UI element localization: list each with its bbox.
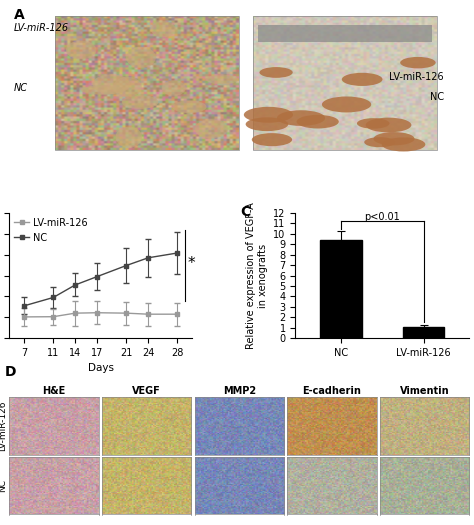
- Circle shape: [244, 107, 293, 123]
- Ellipse shape: [116, 127, 142, 148]
- Bar: [55, 16, 239, 150]
- Ellipse shape: [113, 77, 142, 97]
- Text: A: A: [14, 8, 25, 22]
- Ellipse shape: [206, 75, 238, 85]
- Bar: [258, 25, 432, 43]
- Bar: [253, 16, 437, 150]
- Ellipse shape: [162, 80, 186, 96]
- Circle shape: [246, 117, 288, 131]
- Text: LV-miR-126: LV-miR-126: [14, 23, 69, 33]
- Title: MMP2: MMP2: [223, 386, 256, 396]
- Text: NC: NC: [430, 91, 444, 101]
- Bar: [320, 240, 362, 338]
- Ellipse shape: [66, 40, 96, 59]
- Ellipse shape: [122, 95, 158, 109]
- Circle shape: [364, 137, 395, 147]
- Circle shape: [374, 132, 415, 145]
- Title: H&E: H&E: [42, 386, 66, 396]
- Y-axis label: LV-miR-126: LV-miR-126: [0, 401, 7, 451]
- Circle shape: [322, 97, 371, 112]
- X-axis label: Days: Days: [88, 363, 114, 373]
- Title: Vimentin: Vimentin: [400, 386, 449, 396]
- Circle shape: [259, 67, 293, 78]
- Ellipse shape: [195, 119, 228, 139]
- Text: LV-miR-126: LV-miR-126: [389, 72, 444, 82]
- Text: p<0.01: p<0.01: [365, 212, 400, 222]
- Text: NC: NC: [14, 82, 28, 92]
- Circle shape: [252, 133, 292, 146]
- Text: C: C: [240, 205, 250, 219]
- Legend: LV-miR-126, NC: LV-miR-126, NC: [14, 218, 87, 243]
- Circle shape: [297, 115, 339, 129]
- Ellipse shape: [126, 47, 156, 68]
- Circle shape: [382, 138, 425, 152]
- Circle shape: [357, 118, 390, 129]
- Y-axis label: Relative expression of VEGF-A
in xenografts: Relative expression of VEGF-A in xenogra…: [246, 202, 268, 349]
- Title: E-cadherin: E-cadherin: [302, 386, 362, 396]
- Ellipse shape: [151, 21, 175, 37]
- Text: D: D: [5, 365, 17, 379]
- Bar: [403, 327, 445, 338]
- Title: VEGF: VEGF: [132, 386, 161, 396]
- Ellipse shape: [81, 86, 125, 94]
- Circle shape: [400, 57, 436, 68]
- Text: *: *: [188, 256, 195, 271]
- Ellipse shape: [92, 75, 130, 94]
- Circle shape: [277, 110, 325, 126]
- Ellipse shape: [173, 100, 207, 113]
- Circle shape: [342, 73, 383, 86]
- Y-axis label: NC: NC: [0, 479, 7, 492]
- Circle shape: [365, 118, 411, 132]
